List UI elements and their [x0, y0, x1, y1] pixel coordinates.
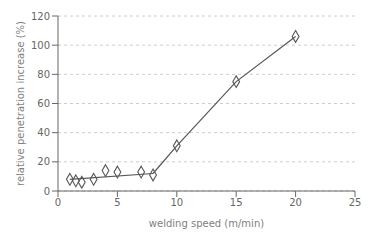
svg-text:0: 0 — [44, 186, 50, 197]
svg-text:0: 0 — [55, 197, 61, 208]
svg-text:60: 60 — [37, 98, 50, 109]
svg-text:15: 15 — [230, 197, 243, 208]
svg-text:20: 20 — [289, 197, 302, 208]
svg-text:welding speed (m/min): welding speed (m/min) — [149, 218, 264, 229]
svg-text:10: 10 — [170, 197, 183, 208]
svg-text:5: 5 — [114, 197, 120, 208]
svg-text:40: 40 — [37, 127, 50, 138]
svg-text:120: 120 — [31, 11, 50, 22]
svg-text:relative penetration increase: relative penetration increase (%) — [15, 21, 26, 186]
svg-text:20: 20 — [37, 156, 50, 167]
svg-text:25: 25 — [349, 197, 362, 208]
svg-text:80: 80 — [37, 69, 50, 80]
svg-text:100: 100 — [31, 40, 50, 51]
